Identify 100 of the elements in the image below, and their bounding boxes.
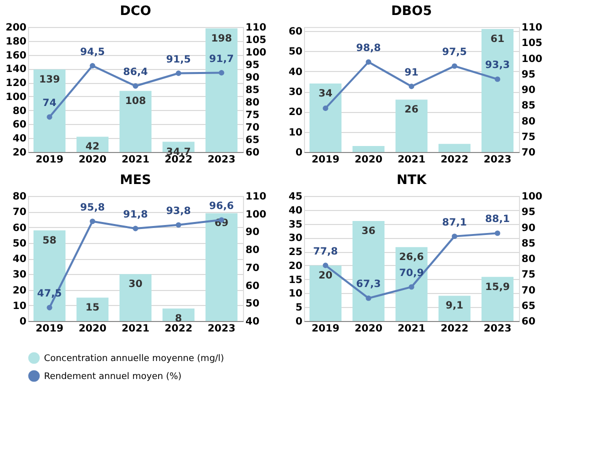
point [322, 106, 328, 111]
y2-tick-label: 70 [246, 122, 260, 134]
data-label: 15 [86, 302, 100, 314]
bar [34, 230, 66, 321]
point [176, 70, 182, 76]
y2-tick-label: 80 [522, 116, 536, 128]
y2-tick-label: 80 [522, 254, 536, 265]
y2-tick-label: 85 [522, 238, 536, 250]
y2-tick-label: 95 [522, 69, 536, 80]
y-tick-label: 20 [12, 148, 27, 158]
data-label: 34 [318, 88, 332, 100]
bar [162, 308, 194, 321]
data-label: 77,8 [313, 246, 338, 258]
y-tick-label: 180 [6, 36, 27, 48]
data-label: 93,8 [166, 206, 191, 217]
data-label: 91 [404, 67, 418, 78]
data-label: 94,5 [80, 46, 105, 58]
x-tick-label: 2020 [354, 154, 382, 166]
data-label: 26 [404, 104, 418, 116]
y-tick-label: 50 [288, 46, 303, 58]
y-tick-label: 0 [296, 316, 303, 328]
x-tick-label: 2022 [164, 324, 192, 334]
y2-tick-label: 110 [522, 22, 542, 34]
data-label: 67,3 [356, 279, 381, 290]
y2-tick-label: 60 [246, 148, 260, 158]
data-label: 87,1 [442, 217, 467, 228]
y-tick-label: 10 [288, 127, 303, 138]
y2-tick-label: 105 [246, 35, 266, 46]
point [218, 70, 224, 76]
x-tick-label: 2023 [208, 324, 236, 334]
x-tick-label: 2020 [78, 154, 106, 166]
bar [310, 265, 342, 321]
y-tick-label: 10 [12, 300, 27, 312]
y2-tick-label: 70 [522, 285, 536, 296]
data-label: 108 [125, 96, 146, 107]
y2-tick-label: 110 [246, 192, 266, 202]
y-tick-label: 140 [6, 64, 27, 76]
y2-tick-label: 80 [246, 245, 260, 256]
y2-tick-label: 60 [522, 316, 536, 328]
bar [120, 274, 152, 321]
y-tick-label: 0 [296, 148, 303, 158]
data-label: 42 [86, 142, 100, 153]
y2-tick-label: 110 [246, 22, 266, 34]
y2-tick-label: 90 [246, 72, 260, 84]
y2-tick-label: 90 [522, 85, 536, 96]
y2-tick-label: 75 [246, 110, 260, 121]
bar [310, 83, 342, 152]
y-tick-label: 120 [6, 78, 27, 90]
y-tick-label: 60 [12, 222, 27, 234]
point [452, 63, 458, 69]
data-label: 30 [128, 279, 142, 290]
y-tick-label: 100 [6, 92, 27, 103]
y2-tick-label: 85 [246, 85, 260, 96]
x-tick-label: 2019 [312, 324, 340, 334]
bar [396, 247, 428, 321]
x-tick-label: 2021 [398, 154, 426, 166]
x-tick-label: 2019 [36, 324, 64, 334]
y2-tick-label: 70 [246, 262, 260, 274]
y2-tick-label: 100 [246, 209, 266, 220]
y2-tick-label: 100 [522, 54, 542, 65]
y2-tick-label: 80 [246, 98, 260, 108]
chart-title: MES [120, 173, 152, 188]
x-tick-label: 2023 [484, 154, 512, 166]
point [90, 63, 96, 68]
data-label: 91,7 [209, 54, 234, 65]
bar [482, 29, 514, 152]
y-tick-label: 200 [6, 22, 27, 34]
data-label: 93,3 [485, 60, 510, 72]
y2-tick-label: 75 [522, 132, 536, 143]
y-tick-label: 5 [296, 302, 303, 314]
bar [76, 298, 108, 321]
legend-label: Concentration annuelle moyenne (mg/l) [44, 354, 224, 364]
y-tick-label: 30 [288, 87, 303, 98]
data-label: 97,5 [442, 47, 467, 58]
y-tick-label: 30 [288, 233, 303, 244]
y2-tick-label: 85 [522, 100, 536, 112]
data-label: 36 [362, 226, 376, 237]
y-tick-label: 0 [20, 316, 27, 328]
x-tick-label: 2020 [354, 324, 382, 334]
y-tick-label: 20 [288, 260, 303, 272]
point [408, 284, 414, 290]
y-tick-label: 25 [288, 247, 303, 258]
point [176, 222, 182, 228]
data-label: 86,4 [123, 67, 148, 78]
data-label: 139 [39, 74, 60, 86]
y-tick-label: 40 [12, 254, 27, 265]
x-tick-label: 2021 [122, 324, 150, 334]
bar [482, 276, 514, 321]
point [46, 304, 52, 310]
bar [438, 144, 470, 152]
bar [352, 221, 384, 321]
x-tick-label: 2019 [312, 154, 340, 166]
chart-title: NTK [396, 173, 428, 188]
point [366, 59, 372, 65]
data-label: 9,1 [446, 300, 464, 312]
y2-tick-label: 95 [522, 207, 536, 218]
y2-tick-label: 105 [522, 38, 542, 50]
x-tick-label: 2021 [398, 324, 426, 334]
legend-label: Rendement annuel moyen (%) [44, 372, 182, 382]
chart-title: DCO [120, 4, 152, 19]
